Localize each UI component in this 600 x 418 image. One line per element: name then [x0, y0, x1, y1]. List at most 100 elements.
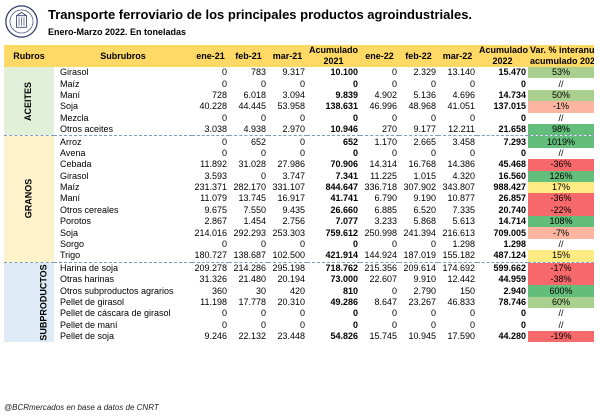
cell-mar21: 20.194 — [277, 274, 305, 285]
cell-var-interanual: -36% — [528, 193, 594, 205]
source-footer: @BCRmercados en base a datos de CNRT — [4, 403, 159, 412]
table-row: Soja 214.016 292.293 253.303 759.612 250.998 2… — [4, 227, 594, 239]
cell-mar21: 3.747 — [282, 170, 305, 181]
cell-mar22: 216.613 — [442, 227, 475, 238]
table-row: GRANOS Arroz 0 652 0 652 1.170 2.665 3.458 7.293 1… — [4, 135, 594, 263]
bcr-logo-seal — [5, 5, 38, 38]
cell-feb21: 1.454 — [243, 216, 266, 227]
cell-ene21: 0 — [221, 308, 227, 319]
cell-var-interanual: 50% — [528, 89, 594, 102]
cell-acum22: 45.468 — [498, 159, 526, 170]
cell-acum21: 70.906 — [330, 159, 358, 170]
cell-mar21: 102.500 — [272, 250, 305, 261]
cell-mar21: 9.435 — [282, 204, 305, 215]
cell-ene22: 14.314 — [369, 159, 397, 170]
subrubro-name: Harina de soja — [54, 261, 192, 275]
cell-acum21: 0 — [352, 319, 358, 330]
data-table: Rubros Subrubros ene-21 feb-21 mar-21 Ac… — [4, 45, 594, 343]
table-row: Cebada 11.892 31.028 27.986 70.906 14.314 16.7… — [4, 159, 594, 171]
group-label-cell: SUBPRODUCTOS — [4, 261, 54, 343]
cell-mar22: 0 — [469, 112, 475, 123]
cell-feb22: 187.019 — [403, 250, 436, 261]
header-acumulado-2021: Acumulado 2021 — [307, 45, 360, 67]
cell-feb21: 0 — [260, 319, 266, 330]
header-ene22: ene-22 — [360, 45, 399, 67]
cell-ene22: 11.225 — [370, 170, 397, 181]
cell-mar21: 420 — [289, 285, 305, 296]
cell-acum22: 78.746 — [498, 297, 526, 307]
cell-acum22: 487.124 — [493, 250, 526, 261]
cell-ene21: 3.593 — [204, 170, 227, 181]
cell-acum21: 421.914 — [325, 250, 358, 261]
cell-acum22: 14.714 — [498, 216, 526, 227]
cell-ene21: 180.727 — [194, 250, 227, 261]
cell-acum21: 0 — [352, 239, 358, 250]
cell-feb21: 138.687 — [233, 250, 266, 261]
table-row: ACEITES Girasol 0 783 9.317 10.100 0 2.329 13.14… — [4, 67, 594, 136]
cell-acum22: 44.959 — [498, 274, 526, 285]
cell-feb22: 307.902 — [403, 182, 436, 193]
cell-mar22: 1.298 — [452, 239, 475, 250]
cell-ene22: 15.745 — [369, 331, 397, 342]
cell-ene21: 11.892 — [200, 159, 227, 170]
subrubro-name: Pellet de soja — [60, 331, 115, 342]
cell-mar22: 41.051 — [447, 101, 475, 112]
cell-acum21: 10.100 — [330, 67, 358, 78]
cell-mar21: 0 — [268, 135, 307, 148]
subrubro-name: Mezcla — [60, 112, 89, 123]
cell-acum21: 718.762 — [307, 261, 360, 275]
cell-mar22: 3.458 — [438, 135, 477, 148]
subrubro-name: Porotos — [60, 216, 92, 227]
cell-mar21: 20.310 — [277, 297, 305, 307]
cell-feb21: 22.132 — [238, 331, 266, 342]
cell-ene22: 336.718 — [364, 182, 397, 193]
subrubro-name: Otros subproductos agrarios — [60, 285, 174, 296]
cell-ene22: 0 — [391, 285, 397, 296]
cell-acum22: 137.015 — [493, 101, 526, 112]
table-row: Sorgo 0 0 0 0 0 0 1.298 1.298 // — [4, 239, 594, 250]
cell-ene22: 144.924 — [364, 250, 397, 261]
table-row: Porotos 2.867 1.454 2.756 7.077 3.233 5.868 5.6… — [4, 216, 594, 228]
cell-acum21: 759.612 — [325, 227, 358, 238]
cell-feb22: 0 — [430, 147, 436, 158]
cell-feb21: 0 — [260, 112, 266, 123]
group-label: ACEITES — [23, 81, 34, 121]
cell-mar22: 0 — [469, 308, 475, 319]
cell-ene22: 0 — [391, 112, 397, 123]
cell-ene22: 22.607 — [369, 274, 397, 285]
cell-mar21: 2.970 — [282, 124, 305, 135]
cell-acum21: 54.826 — [330, 331, 358, 342]
cell-ene21: 0 — [221, 147, 227, 158]
group-label-cell: GRANOS — [4, 135, 54, 263]
cell-mar22: 174.692 — [438, 261, 477, 275]
cell-acum21: 41.741 — [330, 193, 358, 204]
cell-feb22: 209.614 — [399, 261, 438, 275]
cell-ene22: 4.902 — [374, 89, 397, 100]
table-row: Otros cereales 9.675 7.550 9.435 26.660 6.885… — [4, 204, 594, 217]
cell-acum22: 16.560 — [498, 170, 526, 181]
subrubro-name: Soja — [60, 101, 79, 112]
cell-ene21: 0 — [221, 112, 227, 123]
cell-acum21: 0 — [352, 147, 358, 158]
cell-feb21: 44.445 — [238, 101, 266, 112]
subrubro-name: Sorgo — [60, 239, 85, 250]
cell-mar22: 4.320 — [452, 170, 475, 181]
group-label-cell: ACEITES — [4, 67, 54, 136]
cell-var-interanual: -38% — [528, 274, 594, 286]
table-row: Avena 0 0 0 0 0 0 0 0 // — [4, 148, 594, 159]
cell-var-interanual: // — [558, 239, 564, 250]
cell-mar22: 12.211 — [448, 124, 475, 135]
cell-ene21: 0 — [221, 67, 227, 78]
header-subrubros: Subrubros — [54, 45, 192, 67]
cell-ene22: 0 — [391, 308, 397, 319]
subrubro-name: Soja — [60, 227, 79, 238]
subrubro-name: Maní — [60, 89, 81, 100]
cell-mar22: 343.807 — [442, 182, 475, 193]
table-row: Girasol 3.593 0 3.747 7.341 11.225 1.015 4.320 1… — [4, 170, 594, 182]
cell-var-interanual: -17% — [528, 261, 594, 275]
cell-mar21: 331.107 — [272, 182, 305, 193]
cell-mar22: 5.613 — [452, 216, 475, 227]
table-row: Maní 11.079 13.745 16.917 41.741 6.790 9.190 10… — [4, 193, 594, 205]
cell-acum22: 26.857 — [498, 193, 526, 204]
